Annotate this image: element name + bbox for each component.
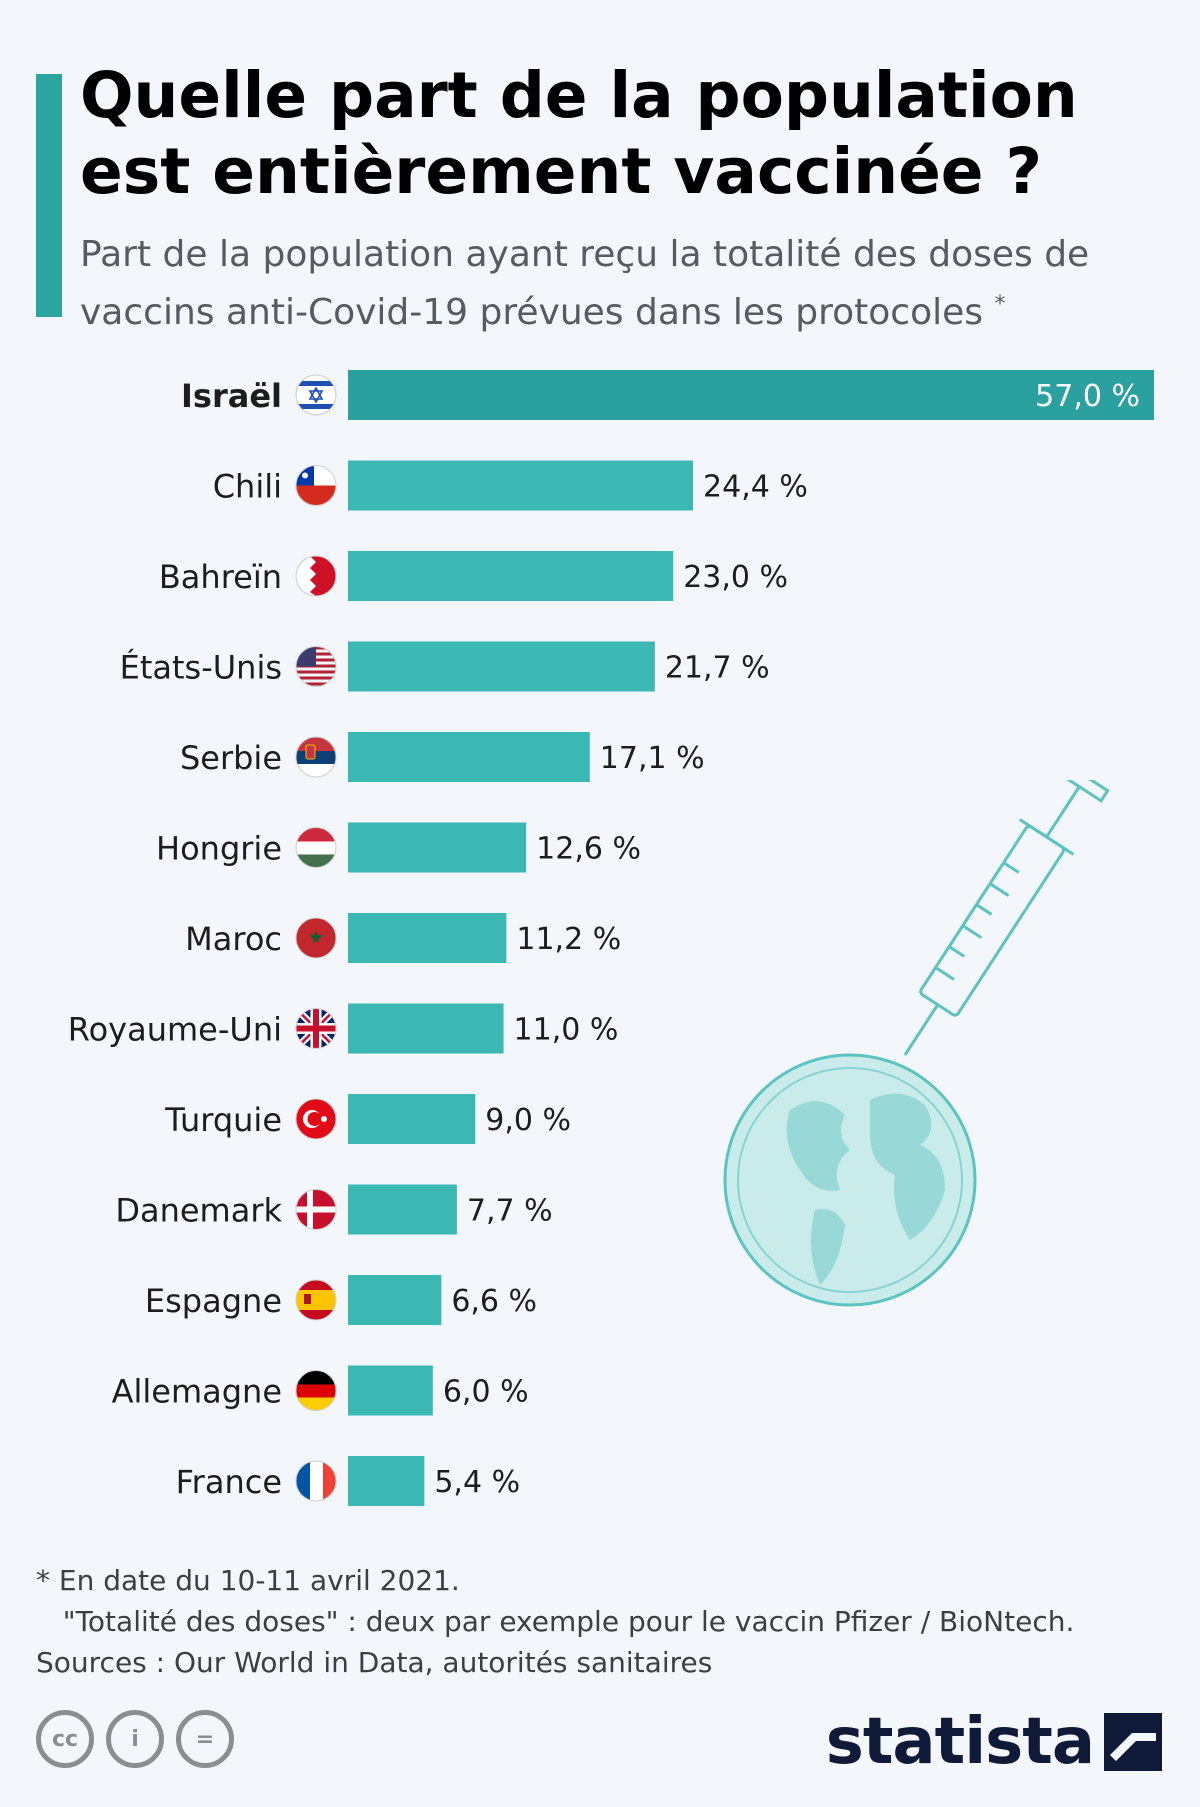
value-label: 23,0 %	[683, 560, 788, 595]
turkey-flag-icon	[295, 1098, 337, 1140]
footnote-sources: Sources : Our World in Data, autorités s…	[36, 1646, 713, 1679]
category-label: Danemark	[115, 1192, 282, 1230]
globe-syringe-illustration	[723, 780, 1110, 1307]
syringe-icon	[903, 780, 1110, 1056]
bar	[348, 1094, 476, 1144]
category-label: France	[176, 1463, 282, 1501]
value-label: 11,0 %	[514, 1013, 619, 1048]
hungary-flag-icon	[295, 827, 337, 868]
denmark-flag-icon	[295, 1189, 337, 1230]
category-label: Royaume-Uni	[68, 1011, 282, 1049]
value-label: 11,2 %	[516, 922, 621, 957]
value-label: 17,1 %	[600, 741, 705, 776]
value-label: 9,0 %	[485, 1103, 571, 1138]
category-label: Hongrie	[156, 830, 282, 868]
value-label: 57,0 %	[1035, 379, 1140, 414]
bar	[348, 1275, 442, 1325]
usa-flag-icon	[295, 646, 337, 687]
bar	[348, 641, 655, 692]
category-label: Turquie	[164, 1101, 282, 1139]
value-label: 12,6 %	[536, 832, 641, 867]
statista-logo[interactable]: statista	[826, 1705, 1164, 1779]
footnote-date: * En date du 10-11 avril 2021.	[36, 1564, 460, 1597]
bar	[348, 1003, 504, 1054]
bar	[348, 1456, 425, 1506]
category-label: Allemagne	[112, 1373, 282, 1411]
bahrain-flag-icon	[295, 555, 337, 597]
israel-flag-icon	[295, 374, 337, 416]
statista-logo-icon	[1104, 1713, 1162, 1771]
category-label: Serbie	[180, 739, 282, 777]
bar-chart: Israël 57,0 % Chili 24,4 % Bahreïn 23,0 % État…	[68, 370, 1154, 1506]
footnote-doses: "Totalité des doses" : deux par exemple …	[36, 1605, 1075, 1638]
value-label: 5,4 %	[434, 1465, 520, 1500]
bar	[348, 913, 507, 963]
value-label: 6,0 %	[443, 1375, 529, 1410]
category-label: Chili	[213, 468, 282, 506]
chile-flag-icon	[295, 465, 337, 506]
value-label: 6,6 %	[451, 1284, 537, 1319]
brand-name: statista	[825, 1705, 1095, 1779]
chart-subtitle: Part de la population ayant reçu la tota…	[80, 230, 1130, 338]
value-label: 7,7 %	[467, 1194, 553, 1229]
category-label: Espagne	[145, 1282, 282, 1320]
value-label: 24,4 %	[703, 470, 808, 505]
bar	[348, 1184, 457, 1235]
morocco-flag-icon	[295, 917, 337, 959]
uk-flag-icon	[295, 1008, 337, 1049]
serbia-flag-icon	[295, 736, 337, 778]
france-flag-icon	[295, 1460, 337, 1502]
title-accent-bar	[36, 74, 62, 317]
value-label: 21,7 %	[665, 651, 770, 686]
cc-icon[interactable]: cc	[36, 1710, 94, 1768]
bar	[348, 732, 590, 782]
category-label: États-Unis	[120, 649, 282, 687]
category-label: Israël	[181, 377, 282, 415]
subtitle-asterisk: *	[994, 292, 1006, 317]
bar	[348, 822, 527, 873]
globe-continents	[786, 1093, 945, 1285]
nd-icon[interactable]: =	[176, 1710, 234, 1768]
globe-inner	[737, 1067, 963, 1293]
category-label: Bahreïn	[159, 558, 282, 596]
footnote: * En date du 10-11 avril 2021. "Totalité…	[36, 1560, 1074, 1683]
bar	[348, 1365, 433, 1416]
bar	[348, 460, 694, 511]
bar	[348, 370, 1154, 420]
germany-flag-icon	[295, 1370, 337, 1411]
spain-flag-icon	[295, 1279, 337, 1321]
subtitle-text: Part de la population ayant reçu la tota…	[80, 234, 1090, 333]
bar	[348, 551, 674, 601]
by-icon[interactable]: i	[106, 1710, 164, 1768]
chart-title: Quelle part de la population est entière…	[80, 59, 1078, 208]
license-icons: cc i =	[36, 1710, 234, 1768]
category-label: Maroc	[185, 920, 282, 958]
